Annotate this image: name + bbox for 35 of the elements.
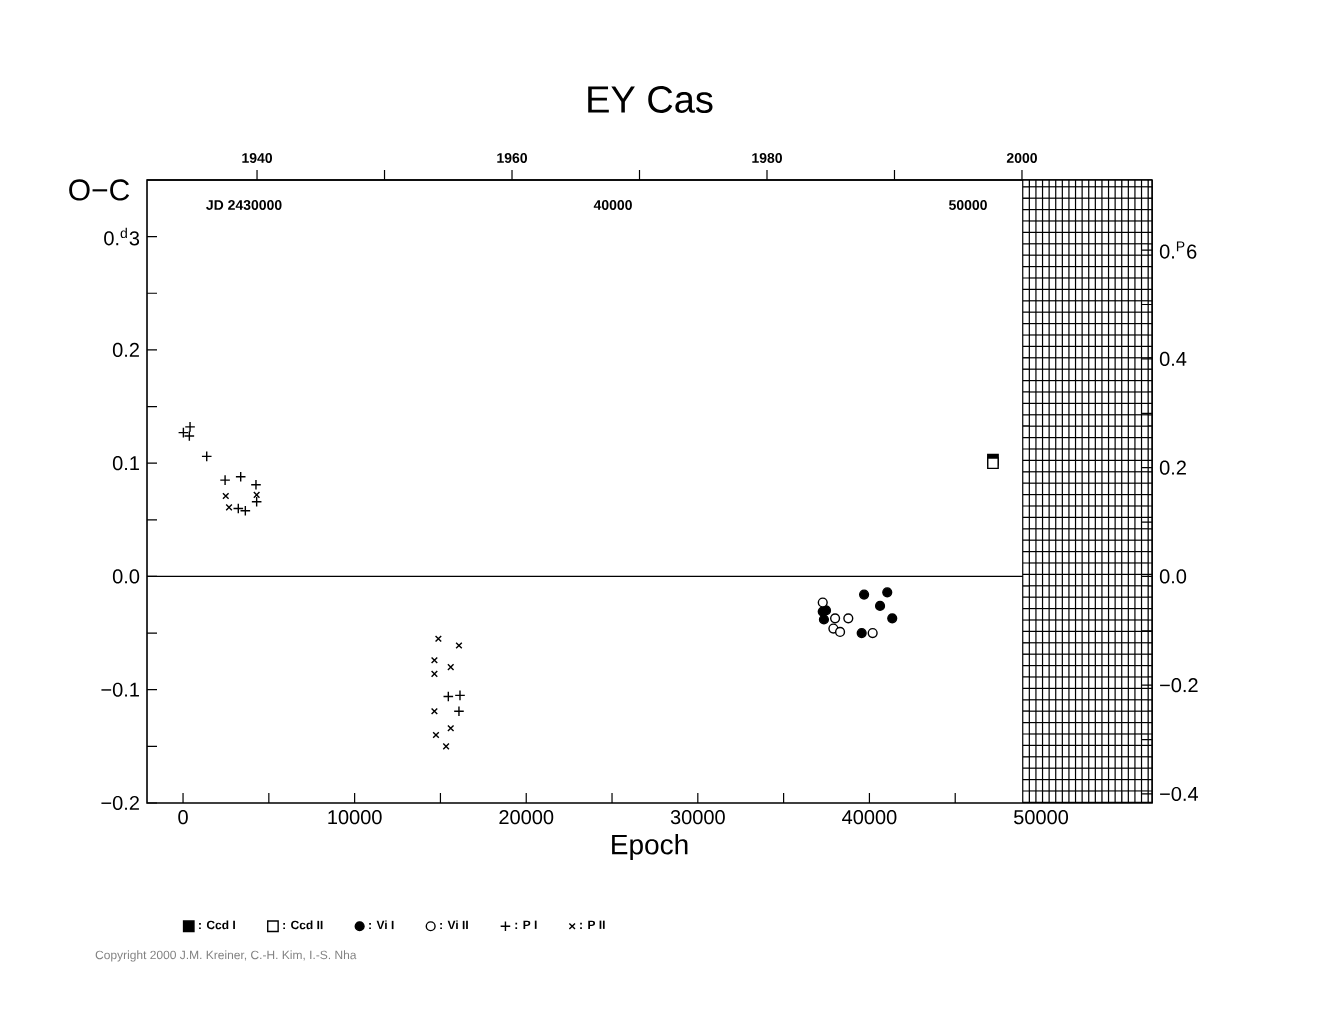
x-tick-label: 40000 <box>842 810 897 825</box>
y-axis-title: O−C <box>69 179 130 201</box>
legend-label: : Ccd II <box>283 920 323 930</box>
y2-tick-label: 0.$^{P}$6 <box>1159 241 1197 259</box>
text: Copyright 2000 J.M. Kreiner, C.-H. Kim, I.-S. Nha <box>95 950 357 962</box>
x2-tick-label: 1960 <box>497 153 528 163</box>
legend-label: : P I <box>515 920 537 929</box>
legend-label: : P II <box>580 920 605 929</box>
x2-tick-label: 1980 <box>752 153 782 163</box>
x-tick-label: 10000 <box>328 810 382 825</box>
y2-tick-label: −0.4 <box>1160 786 1199 802</box>
x-tick-label: 0 <box>178 810 188 825</box>
y-tick-label: 0.$^{d}$3 <box>104 227 140 246</box>
chart-title: EY Cas <box>588 86 713 113</box>
x-axis-title: Epoch <box>612 833 688 861</box>
x2-tick-label: 2000 <box>1006 153 1037 163</box>
legend-label: : Vi II <box>440 920 468 930</box>
x-tick-label: 30000 <box>670 810 725 825</box>
y2-tick-label: 0.0 <box>1159 569 1187 584</box>
x2-tick-label: 1940 <box>242 153 273 163</box>
legend-label: : Vi I <box>369 920 394 930</box>
x-tick-label: 20000 <box>499 810 554 825</box>
y2-tick-label: 0.2 <box>1159 460 1186 475</box>
annotation: JD 2430000 <box>206 200 282 210</box>
y-tick-label: 0.1 <box>112 456 139 471</box>
y-tick-label: −0.2 <box>101 795 139 811</box>
annotation: 40000 <box>593 200 632 210</box>
y2-tick-label: −0.2 <box>1160 678 1198 693</box>
annotation: 50000 <box>948 200 987 210</box>
y2-tick-label: 0.4 <box>1159 351 1187 366</box>
legend-label: : Ccd I <box>199 920 235 930</box>
y-tick-label: 0.2 <box>112 342 139 357</box>
y-tick-label: 0.0 <box>112 569 140 584</box>
y-tick-label: −0.1 <box>101 682 139 697</box>
x-tick-label: 50000 <box>1014 810 1069 825</box>
